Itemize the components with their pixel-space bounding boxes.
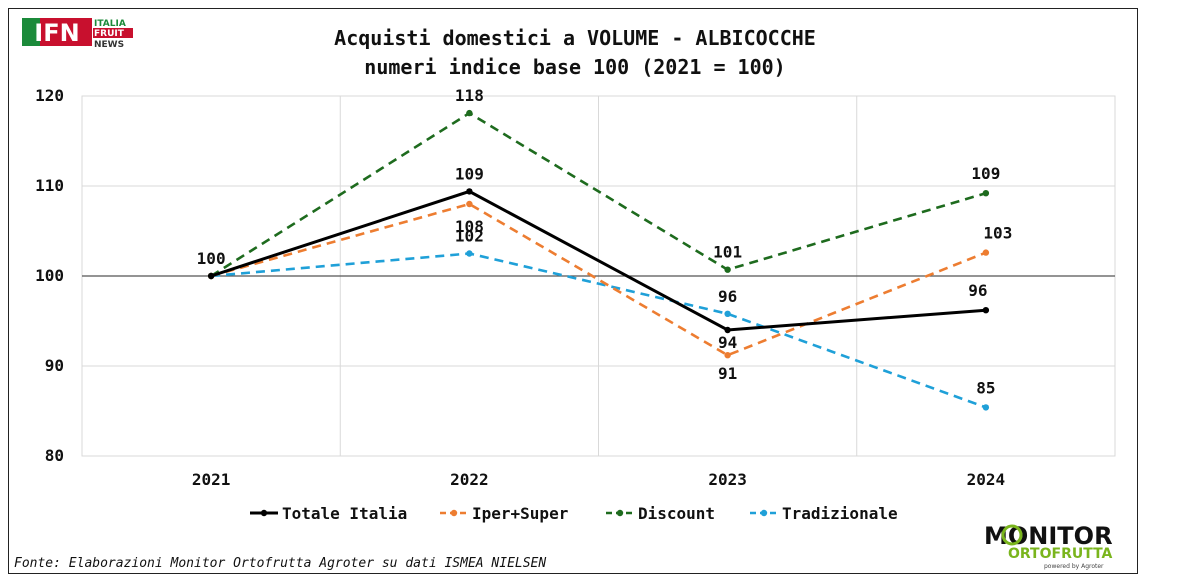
- data-label: 96: [718, 287, 737, 306]
- x-tick-label: 2022: [450, 470, 489, 489]
- ifn-logo: IFN ITALIA FRUIT NEWS: [22, 18, 133, 50]
- data-point: [982, 190, 990, 197]
- series-line-totale-italia: [210, 189, 986, 332]
- data-point: [724, 266, 731, 273]
- legend: Totale Italia Iper+Super Discount Tradizion…: [250, 504, 898, 523]
- data-label: 109: [971, 164, 1000, 183]
- monitor-logo-powered: powered by Agroter: [1044, 563, 1104, 570]
- y-tick-label: 110: [35, 176, 64, 195]
- series-line-discount: [210, 111, 987, 278]
- legend-marker: [260, 509, 268, 517]
- monitor-logo-main: MONITOR: [984, 522, 1113, 550]
- data-label: 96: [968, 281, 987, 300]
- x-tick-label: 2023: [708, 470, 747, 489]
- data-label: 100: [197, 249, 226, 268]
- ifn-logo-line1: ITALIA: [94, 19, 126, 29]
- data-point: [466, 200, 473, 208]
- legend-marker: [616, 509, 624, 517]
- ifn-logo-text: IFN: [34, 19, 79, 47]
- data-point: [466, 250, 473, 257]
- monitor-ortofrutta-logo: MONITOR ORTOFRUTTA powered by Agroter: [984, 522, 1113, 570]
- legend-label: Iper+Super: [472, 504, 568, 523]
- data-point: [982, 404, 990, 411]
- data-label: 101: [713, 243, 742, 262]
- series-line-iper-super: [210, 202, 987, 357]
- data-point: [724, 310, 731, 317]
- data-label: 102: [455, 227, 484, 246]
- x-tick-label: 2021: [192, 470, 231, 489]
- legend-label: Discount: [638, 504, 715, 523]
- data-label: 85: [976, 378, 995, 397]
- magnifier-icon: [1001, 524, 1023, 546]
- chart-frame: [8, 8, 1138, 574]
- legend-label: Totale Italia: [282, 504, 407, 523]
- y-tick-label: 80: [45, 446, 64, 465]
- chart-title: Acquisti domestici a VOLUME - ALBICOCCHE: [334, 26, 816, 50]
- data-label: 109: [455, 164, 484, 183]
- data-point: [466, 188, 473, 195]
- grid: [81, 95, 1116, 457]
- legend-marker: [760, 509, 768, 517]
- monitor-logo-sub: ORTOFRUTTA: [1008, 546, 1113, 562]
- y-tick-label: 120: [35, 86, 64, 105]
- ifn-logo-line2: FRUIT: [94, 29, 125, 39]
- data-labels: 100 109 94 96 108 91 103 118 101 109 102 96 85: [197, 86, 1013, 397]
- x-tick-label: 2024: [967, 470, 1006, 489]
- data-label: 118: [455, 86, 484, 105]
- ifn-logo-line3: NEWS: [94, 40, 124, 50]
- y-tick-label: 100: [35, 266, 64, 285]
- axis-labels: 80 90 100 110 120 2021 2022 2023 2024: [35, 86, 1005, 489]
- legend-label: Tradizionale: [782, 504, 898, 523]
- data-point: [982, 307, 990, 314]
- data-point: [207, 272, 215, 280]
- data-point: [724, 326, 731, 334]
- series: [207, 109, 990, 411]
- source-note: Fonte: Elaborazioni Monitor Ortofrutta A…: [14, 556, 547, 571]
- chart-subtitle: numeri indice base 100 (2021 = 100): [364, 55, 786, 79]
- data-point: [724, 352, 731, 359]
- data-label: 103: [983, 224, 1012, 243]
- data-label: 108: [455, 217, 484, 236]
- legend-marker: [450, 509, 458, 517]
- series-line-tradizionale: [211, 252, 987, 409]
- data-label: 94: [718, 333, 737, 352]
- y-tick-label: 90: [45, 356, 64, 375]
- data-label: 91: [718, 364, 737, 383]
- data-point: [466, 109, 473, 117]
- data-point: [982, 249, 990, 256]
